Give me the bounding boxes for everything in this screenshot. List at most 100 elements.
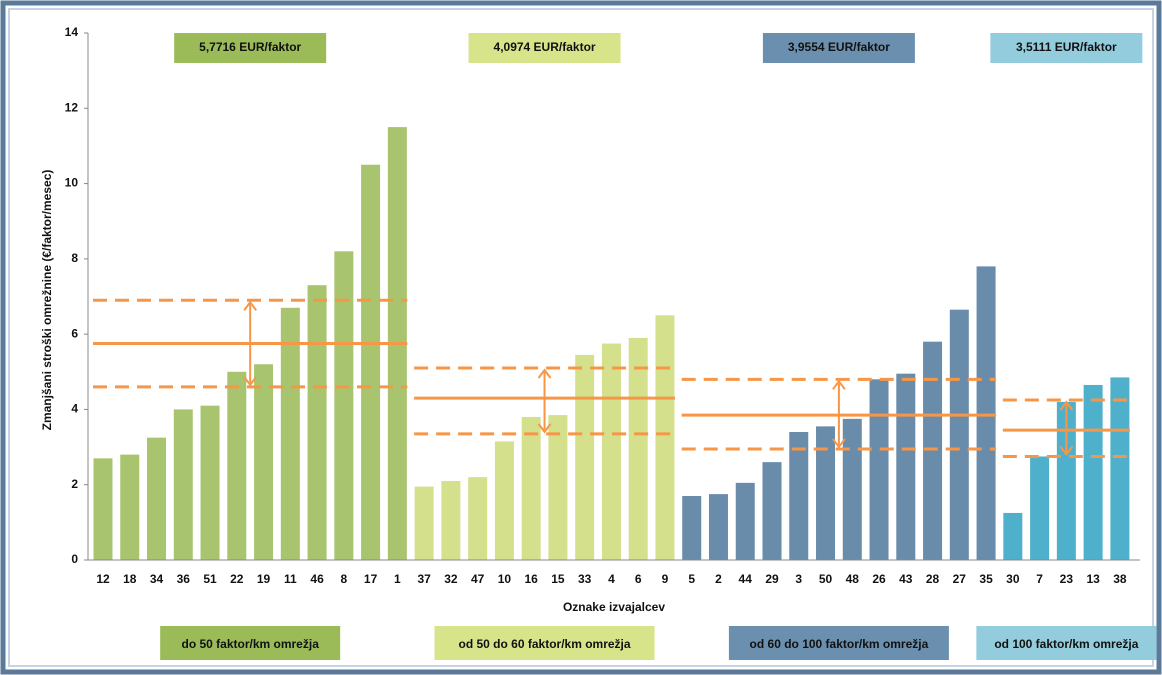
bar	[842, 418, 862, 560]
x-tick-label: 34	[150, 572, 164, 586]
x-tick-label: 8	[340, 572, 347, 586]
y-tick-label: 4	[71, 402, 78, 416]
y-tick-label: 12	[65, 100, 79, 114]
bar	[280, 307, 300, 560]
x-tick-label: 19	[257, 572, 271, 586]
x-tick-label: 33	[578, 572, 592, 586]
bar	[200, 405, 220, 560]
band-box	[976, 626, 1157, 660]
bar	[307, 285, 327, 560]
bar	[628, 337, 648, 560]
x-tick-label: 29	[765, 572, 779, 586]
x-tick-label: 32	[444, 572, 458, 586]
x-tick-label: 30	[1006, 572, 1020, 586]
frame-inner	[8, 8, 1154, 667]
x-tick-label: 38	[1113, 572, 1127, 586]
bar	[254, 364, 274, 560]
x-tick-label: 12	[96, 572, 110, 586]
x-tick-label: 50	[819, 572, 833, 586]
x-tick-label: 23	[1060, 572, 1074, 586]
bar	[494, 441, 514, 560]
bar	[735, 482, 755, 560]
x-tick-label: 7	[1036, 572, 1043, 586]
bar	[869, 379, 889, 560]
x-tick-label: 26	[872, 572, 886, 586]
bar	[682, 496, 702, 560]
bar	[120, 454, 140, 560]
x-tick-label: 16	[524, 572, 538, 586]
x-tick-label: 46	[310, 572, 324, 586]
y-tick-label: 6	[71, 326, 78, 340]
bar	[414, 486, 434, 560]
x-tick-label: 11	[284, 572, 297, 586]
x-tick-label: 43	[899, 572, 913, 586]
arrow-head	[537, 423, 552, 434]
x-tick-label: 5	[688, 572, 695, 586]
bar	[441, 480, 461, 560]
header-box	[990, 33, 1143, 63]
x-tick-label: 22	[230, 572, 244, 586]
band-box	[728, 626, 949, 660]
x-axis-title: Oznake izvajalcev	[563, 600, 665, 614]
bar	[147, 437, 167, 560]
bar	[655, 315, 675, 560]
arrow-head	[537, 368, 552, 379]
y-tick-label: 14	[65, 25, 79, 39]
band-box	[434, 626, 655, 660]
x-tick-label: 28	[926, 572, 940, 586]
arrow-head	[243, 300, 257, 311]
x-tick-label: 44	[739, 572, 753, 586]
x-tick-label: 2	[715, 572, 722, 586]
band-label: od 50 do 60 faktor/km omrežja	[459, 637, 631, 651]
header-label: 4,0974 EUR/faktor	[494, 40, 596, 54]
bar	[575, 354, 595, 560]
y-tick-label: 0	[71, 552, 78, 566]
bar	[1003, 512, 1023, 560]
band-label: od 60 do 100 faktor/km omrežja	[750, 637, 929, 651]
bar	[93, 458, 113, 560]
bar	[548, 415, 568, 560]
x-tick-label: 18	[123, 572, 137, 586]
bar	[816, 426, 836, 560]
bar	[601, 343, 621, 560]
bar	[708, 494, 728, 560]
y-tick-label: 8	[71, 251, 78, 265]
x-tick-label: 9	[662, 572, 669, 586]
band-label: do 50 faktor/km omrežja	[181, 637, 319, 651]
bar	[361, 164, 381, 560]
header-box	[174, 33, 327, 63]
arrow-head	[1059, 400, 1074, 411]
x-tick-label: 13	[1086, 572, 1100, 586]
arrow-head	[1059, 445, 1074, 457]
y-axis-title: Zmanjšani stroški omrežnine (€/faktor/me…	[40, 170, 54, 431]
bar	[1056, 401, 1076, 560]
x-tick-label: 51	[203, 572, 217, 586]
y-tick-label: 10	[65, 176, 79, 190]
bar	[334, 251, 354, 561]
bar	[976, 266, 996, 560]
x-tick-label: 15	[551, 572, 565, 586]
bar	[923, 341, 943, 560]
bar	[1030, 456, 1050, 560]
bar	[789, 432, 809, 560]
bar	[468, 477, 488, 560]
bar	[896, 373, 916, 560]
arrow-head	[832, 379, 846, 390]
bar	[1083, 384, 1103, 560]
header-box	[468, 33, 621, 63]
header-label: 3,9554 EUR/faktor	[788, 40, 890, 54]
header-label: 5,7716 EUR/faktor	[199, 40, 301, 54]
header-box	[762, 33, 915, 63]
x-tick-label: 17	[364, 572, 378, 586]
x-tick-label: 6	[635, 572, 642, 586]
arrow-head	[832, 438, 846, 449]
x-tick-label: 37	[417, 572, 431, 586]
header-label: 3,5111 EUR/faktor	[1016, 40, 1117, 54]
bar	[949, 309, 969, 560]
x-tick-label: 27	[953, 572, 967, 586]
x-tick-label: 48	[846, 572, 860, 586]
bar	[227, 371, 247, 560]
x-tick-label: 4	[608, 572, 615, 586]
band-label: od 100 faktor/km omrežja	[994, 637, 1138, 651]
